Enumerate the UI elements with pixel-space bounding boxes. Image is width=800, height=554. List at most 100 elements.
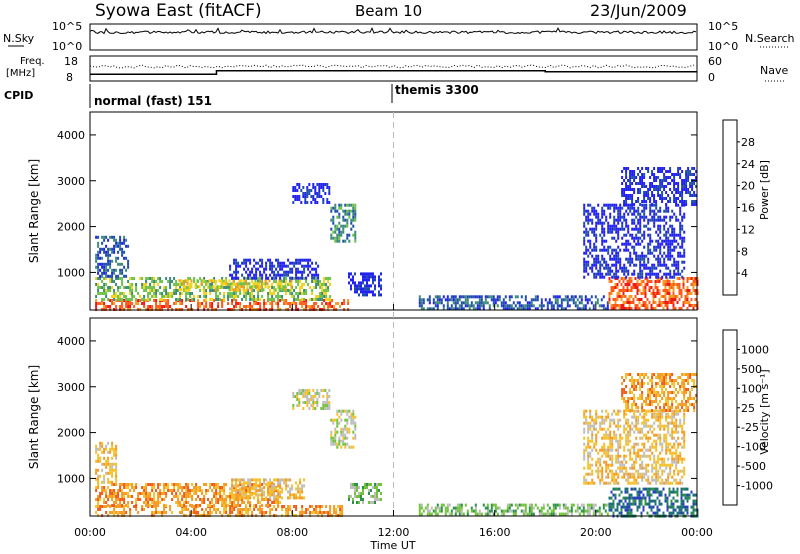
velocity-cell xyxy=(173,489,176,492)
power-cell xyxy=(310,189,313,192)
power-cell xyxy=(510,304,513,308)
power-cell xyxy=(308,189,311,192)
power-cell xyxy=(599,233,602,237)
power-cell xyxy=(372,281,374,285)
power-cell xyxy=(647,248,650,252)
power-cell xyxy=(305,302,308,305)
velocity-cell xyxy=(694,508,697,512)
velocity-cell xyxy=(189,495,192,498)
velocity-cell xyxy=(304,389,307,392)
velocity-cell xyxy=(622,505,625,509)
velocity-cell xyxy=(171,489,174,492)
power-cell xyxy=(275,302,278,305)
power-cell xyxy=(211,283,214,286)
power-cell xyxy=(319,295,322,298)
power-cell xyxy=(595,215,598,219)
power-cell xyxy=(149,292,152,295)
power-cell xyxy=(681,218,684,222)
power-cell xyxy=(516,301,519,305)
power-cell xyxy=(254,279,257,283)
power-cell xyxy=(615,251,618,255)
power-cell xyxy=(613,215,616,219)
velocity-cell xyxy=(119,511,122,514)
velocity-cell xyxy=(544,512,547,516)
power-cell xyxy=(580,295,583,299)
velocity-cell xyxy=(135,501,138,504)
power-cell xyxy=(311,298,314,301)
velocity-cell xyxy=(589,481,592,485)
velocity-cell xyxy=(643,424,646,428)
power-cell xyxy=(326,186,329,189)
power-cell xyxy=(151,305,154,308)
velocity-cell xyxy=(115,495,118,498)
power-cell xyxy=(657,191,660,194)
power-cell xyxy=(374,278,376,282)
velocity-cell xyxy=(296,395,299,398)
velocity-cell xyxy=(237,478,240,482)
power-cell xyxy=(685,188,688,191)
velocity-cell xyxy=(690,490,693,494)
power-cell xyxy=(597,257,600,261)
velocity-cell xyxy=(588,506,591,510)
velocity-cell xyxy=(97,447,100,451)
velocity-cell xyxy=(287,484,290,488)
velocity-cell xyxy=(648,487,651,491)
velocity-cell xyxy=(117,504,120,507)
power-cell xyxy=(346,236,349,240)
power-cell xyxy=(607,248,610,252)
power-cell xyxy=(442,295,445,299)
power-cell xyxy=(625,194,628,197)
power-cell xyxy=(625,239,628,243)
velocity-cell xyxy=(243,490,246,494)
velocity-cell xyxy=(163,498,166,501)
power-cell xyxy=(645,206,648,210)
power-cell xyxy=(342,209,345,213)
power-cell xyxy=(652,307,655,310)
power-cell xyxy=(297,295,300,298)
power-cell xyxy=(299,289,302,292)
power-cell xyxy=(657,194,660,197)
velocity-cell xyxy=(285,511,288,514)
power-cell xyxy=(289,305,292,308)
velocity-cell xyxy=(376,483,378,486)
velocity-cell xyxy=(652,505,655,509)
velocity-cell xyxy=(233,501,236,504)
velocity-cell xyxy=(639,472,642,476)
velocity-cell xyxy=(289,487,292,491)
power-cell xyxy=(141,286,144,289)
velocity-cell xyxy=(115,501,118,504)
velocity-cell xyxy=(625,421,628,425)
power-cell xyxy=(482,301,485,305)
power-cell xyxy=(182,285,185,289)
velocity-cell xyxy=(213,504,216,507)
power-cell xyxy=(271,283,274,286)
power-cell xyxy=(642,286,645,289)
power-cell xyxy=(657,257,660,261)
velocity-cell xyxy=(99,459,102,463)
velocity-cell xyxy=(147,504,150,507)
velocity-cell xyxy=(306,389,309,392)
velocity-cell xyxy=(181,486,184,489)
power-cell xyxy=(284,288,287,292)
velocity-cell xyxy=(181,504,184,507)
velocity-cell xyxy=(522,509,525,513)
velocity-cell xyxy=(269,498,272,501)
velocity-cell xyxy=(686,487,689,491)
velocity-cell xyxy=(215,511,218,514)
velocity-cell xyxy=(354,421,357,425)
velocity-cell xyxy=(540,509,543,513)
power-cell xyxy=(635,224,638,228)
power-cell xyxy=(127,298,130,301)
power-cell xyxy=(659,182,662,185)
velocity-cell xyxy=(617,409,620,413)
power-cell xyxy=(334,236,337,240)
velocity-cell xyxy=(611,448,614,452)
velocity-cell xyxy=(153,498,156,501)
power-cell xyxy=(677,260,680,264)
power-cell xyxy=(634,307,637,310)
power-cell xyxy=(235,302,238,305)
power-cell xyxy=(589,203,592,207)
velocity-cell xyxy=(434,512,437,516)
power-cell xyxy=(667,245,670,249)
power-cell xyxy=(334,209,337,213)
